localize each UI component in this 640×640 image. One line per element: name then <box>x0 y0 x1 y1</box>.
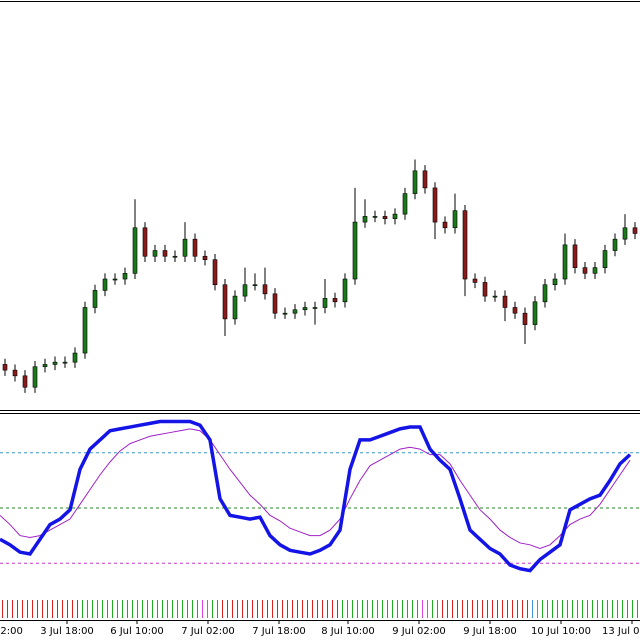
candle-body <box>142 227 148 257</box>
candle-body <box>392 213 398 219</box>
candle-body <box>512 307 518 314</box>
candle-body <box>532 301 538 325</box>
candle-body <box>22 375 28 388</box>
candle-body <box>52 361 58 365</box>
x-tick-label: 7 Jul 18:00 <box>252 626 306 637</box>
candle-body <box>442 221 448 229</box>
candle-body <box>362 216 368 223</box>
candle-body <box>382 216 388 219</box>
candle-body <box>12 369 18 377</box>
candle-body <box>202 255 208 260</box>
candle-body <box>152 250 158 257</box>
candle-body <box>122 273 128 280</box>
candle-body <box>312 307 318 309</box>
candle-body <box>162 250 168 257</box>
candle-body <box>402 193 408 215</box>
candle-body <box>82 307 88 354</box>
x-tick-label: 6 Jul 10:00 <box>110 626 164 637</box>
candle-body <box>62 361 68 364</box>
candle-body <box>112 278 118 281</box>
x-tick-label: 8 Jul 10:00 <box>321 626 375 637</box>
candle-body <box>632 227 638 234</box>
candle-body <box>252 284 258 287</box>
candle-body <box>332 298 338 303</box>
candle-body <box>562 244 568 280</box>
candle-body <box>612 238 618 251</box>
candle-body <box>622 227 628 240</box>
x-tick-label: 9 Jul 02:00 <box>392 626 446 637</box>
candle-body <box>282 312 288 315</box>
x-tick-label: 3 Jul 02:00 <box>0 626 23 637</box>
candle-body <box>572 244 578 268</box>
indicator-line <box>0 428 631 550</box>
candle-body <box>32 366 38 388</box>
candle-body <box>552 278 558 286</box>
candle-body <box>182 238 188 257</box>
candle-body <box>602 250 608 268</box>
candle-body <box>352 221 358 280</box>
candle-body <box>132 227 138 274</box>
candle-body <box>92 290 98 308</box>
candle-body <box>242 284 248 297</box>
candle-body <box>192 238 198 257</box>
x-tick-label: 9 Jul 18:00 <box>463 626 517 637</box>
candle-body <box>102 278 108 291</box>
candle-body <box>542 284 548 303</box>
candle-body <box>2 364 8 371</box>
candle-body <box>462 210 468 280</box>
candle-body <box>452 210 458 229</box>
candle-body <box>292 309 298 314</box>
candle-body <box>482 282 488 297</box>
candle-body <box>502 295 508 308</box>
candle-body <box>42 364 48 368</box>
candle-body <box>172 255 178 258</box>
x-tick-label: 7 Jul 02:00 <box>181 626 235 637</box>
candle-body <box>372 216 378 218</box>
candle-body <box>262 284 268 295</box>
candle-body <box>492 295 498 298</box>
candle-body <box>212 259 218 286</box>
x-tick-label: 3 Jul 18:00 <box>40 626 94 637</box>
candle-body <box>272 293 278 314</box>
candle-body <box>72 352 78 363</box>
candle-body <box>592 267 598 274</box>
candle-body <box>322 298 328 308</box>
candle-body <box>412 170 418 194</box>
candle-body <box>472 278 478 283</box>
x-tick-label: 13 Jul 02:00 <box>602 626 640 637</box>
x-tick-label: 10 Jul 10:00 <box>531 626 591 637</box>
candle-body <box>222 284 228 320</box>
indicator-line <box>0 419 632 573</box>
candle-body <box>232 295 238 320</box>
candle-body <box>302 307 308 311</box>
candle-body <box>582 267 588 274</box>
candle-body <box>422 170 428 189</box>
candle-body <box>522 312 528 325</box>
candle-body <box>432 187 438 223</box>
candle-body <box>342 278 348 303</box>
